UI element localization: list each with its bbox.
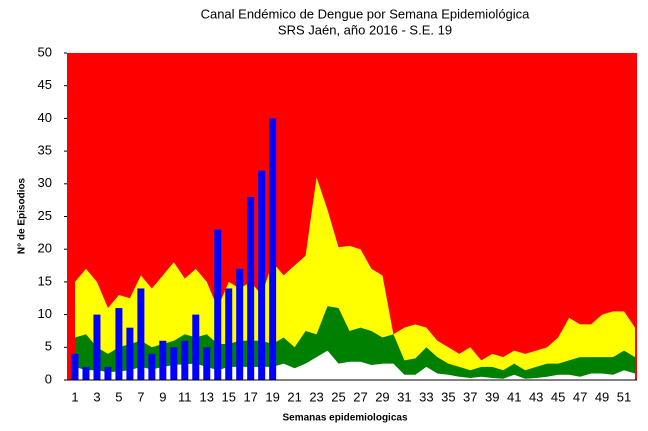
- x-tick-label: 31: [397, 389, 411, 404]
- bar: [192, 314, 200, 380]
- x-tick-label: 27: [353, 389, 367, 404]
- y-tick-label: 45: [38, 77, 52, 92]
- bar: [170, 347, 178, 380]
- y-tick-label: 35: [38, 143, 52, 158]
- x-tick-label: 43: [529, 389, 543, 404]
- bar: [93, 314, 101, 380]
- x-tick-label: 35: [441, 389, 455, 404]
- x-tick-label: 19: [265, 389, 279, 404]
- y-tick-label: 5: [45, 339, 52, 354]
- x-tick-label: 29: [375, 389, 389, 404]
- y-tick-label: 40: [38, 110, 52, 125]
- y-tick-label: 15: [38, 273, 52, 288]
- bar: [203, 347, 211, 380]
- bar: [104, 366, 112, 380]
- bar: [236, 268, 244, 380]
- bar: [137, 288, 145, 380]
- bar: [159, 340, 167, 380]
- x-tick-label: 23: [309, 389, 323, 404]
- chart-subtitle: SRS Jaén, año 2016 - S.E. 19: [278, 22, 452, 37]
- x-tick-label: 51: [617, 389, 631, 404]
- bar: [258, 170, 266, 380]
- x-tick-label: 9: [159, 389, 166, 404]
- x-tick-label: 11: [178, 389, 192, 404]
- bar: [225, 288, 233, 380]
- y-tick-label: 30: [38, 175, 52, 190]
- x-tick-label: 13: [200, 389, 214, 404]
- x-tick-label: 49: [595, 389, 609, 404]
- y-tick-label: 10: [38, 306, 52, 321]
- x-tick-label: 33: [419, 389, 433, 404]
- x-tick-label: 15: [221, 389, 235, 404]
- y-tick-label: 20: [38, 241, 52, 256]
- bar: [181, 340, 189, 380]
- x-tick-label: 7: [137, 389, 144, 404]
- x-tick-label: 3: [93, 389, 100, 404]
- bar: [148, 353, 156, 380]
- y-axis-label: N° de Episodios: [17, 177, 28, 254]
- x-tick-label: 25: [331, 389, 345, 404]
- x-tick-label: 39: [485, 389, 499, 404]
- x-axis-label: Semanas epidemiologicas: [282, 413, 407, 424]
- bar: [82, 366, 90, 380]
- bar: [126, 327, 134, 380]
- x-tick-label: 37: [463, 389, 477, 404]
- x-tick-label: 45: [551, 389, 565, 404]
- x-tick-label: 47: [573, 389, 587, 404]
- bar: [269, 118, 277, 381]
- x-tick-label: 1: [71, 389, 78, 404]
- x-tick-label: 5: [115, 389, 122, 404]
- chart-title: Canal Endémico de Dengue por Semana Epid…: [201, 6, 531, 21]
- y-tick-label: 0: [45, 371, 52, 386]
- x-tick-label: 21: [287, 389, 301, 404]
- y-tick-label: 50: [38, 44, 52, 59]
- bar: [214, 229, 222, 380]
- x-tick-label: 17: [243, 389, 257, 404]
- bar: [71, 353, 79, 380]
- bar: [247, 196, 255, 380]
- bar: [115, 308, 123, 380]
- y-tick-label: 25: [38, 208, 52, 223]
- x-tick-label: 41: [507, 389, 521, 404]
